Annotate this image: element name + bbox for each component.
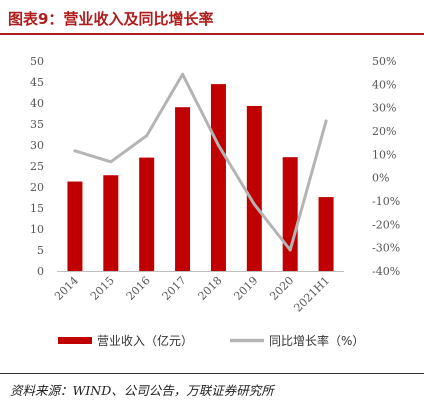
bar: [67, 181, 83, 271]
bar: [318, 197, 334, 271]
right-axis-tick-label: 20%: [372, 125, 396, 138]
axes: 0 5 10 15 20 25 30 35 40 45 50 -40% -30% -20% -10% 0% 10…: [30, 55, 400, 278]
left-axis-tick-label: 10: [30, 223, 44, 236]
x-tick-label: 2018: [196, 274, 225, 303]
legend-label-growth: 同比增长率（%）: [269, 333, 364, 348]
left-axis-tick-label: 15: [30, 202, 44, 215]
right-axis-tick-label: -20%: [372, 218, 400, 231]
x-tick-label: 2021H1: [291, 274, 332, 315]
right-axis-tick-label: 50%: [372, 55, 396, 68]
bar: [210, 84, 226, 271]
x-tick-label: 2019: [231, 274, 260, 303]
line-point: [324, 119, 328, 123]
chart: 0 5 10 15 20 25 30 35 40 45 50 -40% -30% -20% -10% 0% 10…: [30, 55, 400, 348]
legend-label-revenue: 营业收入（亿元）: [97, 333, 193, 348]
title-rule: [0, 33, 424, 35]
left-axis-tick-label: 0: [37, 265, 44, 278]
left-axis-tick-label: 30: [30, 139, 44, 152]
right-axis-tick-label: -10%: [372, 195, 400, 208]
bar: [246, 105, 262, 271]
line-point: [109, 160, 113, 164]
bar: [175, 107, 191, 271]
left-axis-tick-label: 20: [30, 181, 44, 194]
growth-line: [73, 72, 328, 252]
bar: [103, 175, 119, 271]
right-axis-tick-label: -30%: [372, 242, 400, 255]
right-axis-tick-label: 0%: [372, 172, 389, 185]
line-point: [252, 202, 256, 206]
bar: [139, 157, 155, 271]
bar: [282, 157, 298, 271]
line-point: [216, 143, 220, 147]
x-tick-label: 2017: [160, 274, 189, 303]
line-point: [288, 248, 292, 252]
x-tick-label: 2020: [267, 274, 296, 303]
line-series: [73, 72, 328, 252]
right-axis-tick-label: 40%: [372, 78, 396, 91]
right-axis-tick-label: 30%: [372, 102, 396, 115]
left-axis-tick-label: 45: [30, 76, 44, 89]
left-axis-tick-label: 5: [37, 244, 44, 257]
left-axis-tick-label: 40: [30, 97, 44, 110]
legend-swatch-bar: [58, 337, 92, 344]
left-axis-tick-label: 35: [30, 118, 44, 131]
x-tick-label: 2014: [52, 274, 81, 303]
legend: 营业收入（亿元） 同比增长率（%）: [58, 333, 364, 348]
line-point: [145, 134, 149, 138]
figure-title: 图表9：营业收入及同比增长率: [8, 10, 214, 28]
x-tick-label: 2016: [124, 274, 153, 303]
x-tick-label: 2015: [88, 274, 117, 303]
left-axis-tick-label: 25: [30, 160, 44, 173]
right-axis-tick-label: -40%: [372, 265, 400, 278]
line-point: [181, 72, 185, 76]
bar-series: [67, 84, 334, 271]
line-point: [73, 149, 77, 153]
left-axis-tick-label: 50: [30, 55, 44, 68]
right-axis-tick-label: 10%: [372, 148, 396, 161]
bottom-rule: [0, 373, 424, 374]
source-note: 资料来源：WIND、公司公告，万联证券研究所: [10, 383, 274, 398]
